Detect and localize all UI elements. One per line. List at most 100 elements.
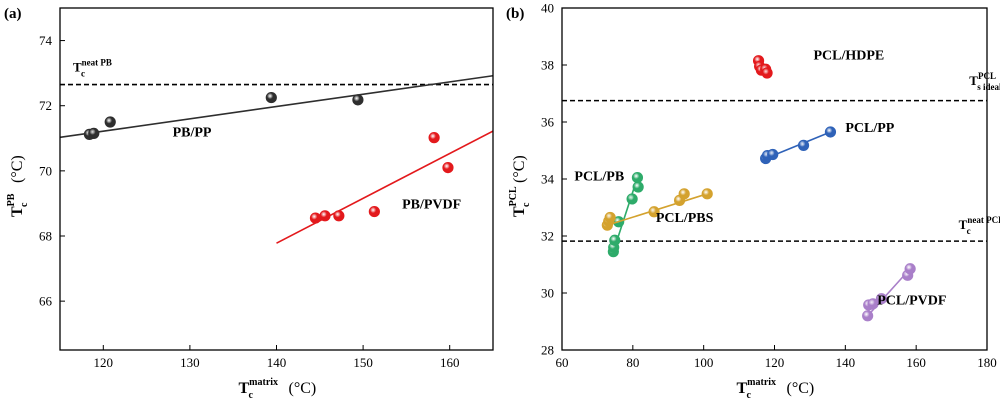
x-tick-label: 150 — [353, 355, 373, 370]
series-pcl-pp — [760, 126, 837, 165]
data-point — [609, 234, 621, 246]
data-point — [309, 212, 322, 224]
data-point — [428, 132, 440, 144]
y-axis-label-group: TPCL c (°C) — [508, 155, 532, 217]
data-point — [88, 127, 100, 139]
data-point — [767, 148, 779, 161]
y-axis-label-sub: c — [19, 202, 30, 207]
series-label: PCL/PVDF — [877, 293, 946, 308]
y-tick-label: 34 — [541, 172, 555, 187]
plot-frame — [59, 7, 494, 351]
data-point — [867, 298, 879, 310]
data-point — [648, 206, 660, 218]
data-point — [678, 188, 690, 200]
data-point — [631, 171, 644, 184]
y-axis-label-group: TPB c (°C) — [6, 155, 30, 217]
y-tick-label: 40 — [541, 1, 554, 16]
x-tick-label: 100 — [694, 355, 714, 370]
reference-line-label-main: T — [73, 60, 82, 75]
reference-line-label-sup: neat PCL — [967, 215, 1000, 225]
x-axis-label-sub: c — [747, 390, 752, 401]
data-point — [604, 211, 616, 224]
data-point — [701, 188, 713, 200]
data-point — [862, 310, 874, 322]
y-axis-label-sub: c — [521, 202, 532, 207]
y-axis-label-unit: (°C) — [9, 155, 26, 187]
y-tick-label: 30 — [541, 286, 554, 301]
series-pcl-pvdf — [862, 263, 916, 322]
series-pcl-hdpe — [752, 55, 773, 79]
x-tick-label: 120 — [94, 355, 114, 370]
data-point — [761, 67, 773, 79]
series-pb-pp — [60, 74, 493, 140]
y-tick-label: 70 — [39, 163, 52, 178]
reference-line-label-sub: s ideal — [977, 82, 1000, 92]
y-tick-label: 28 — [541, 343, 554, 358]
x-tick-label: 140 — [836, 355, 856, 370]
data-point — [368, 205, 380, 218]
data-point — [352, 94, 364, 106]
series-pcl-pb — [607, 171, 644, 258]
series-label: PB/PP — [173, 126, 212, 141]
reference-line-label: TPCL s ideal — [969, 71, 1000, 92]
series-label: PCL/HDPE — [813, 48, 884, 63]
reference-line-label-sup: neat PB — [82, 58, 112, 68]
x-tick-label: 60 — [556, 355, 569, 370]
reference-line-label-sub: c — [967, 226, 971, 236]
y-axis-label-main: T — [9, 206, 26, 217]
x-tick-label: 130 — [180, 355, 200, 370]
panel-letter: (b) — [506, 6, 524, 22]
y-tick-label: 68 — [39, 229, 52, 244]
data-point — [333, 210, 345, 222]
y-axis-label-sup: PB — [6, 193, 17, 206]
series-label: PCL/PP — [845, 121, 894, 136]
x-axis-label-sub: c — [249, 390, 254, 401]
y-axis-label-main: T — [511, 206, 528, 217]
data-point — [104, 116, 116, 128]
x-tick-label: 160 — [440, 355, 460, 370]
data-point — [265, 91, 277, 104]
y-tick-label: 72 — [39, 98, 52, 113]
data-point — [875, 293, 888, 305]
reference-line-label-sub: c — [81, 69, 85, 79]
x-axis-label-unit: (°C) — [285, 380, 317, 397]
reference-line-label-main: T — [959, 217, 968, 232]
y-tick-label: 74 — [39, 33, 53, 48]
data-point — [904, 263, 916, 275]
x-axis-label-main: T — [737, 380, 748, 397]
data-point — [824, 126, 837, 138]
y-tick-label: 32 — [541, 229, 554, 244]
data-point — [319, 210, 331, 222]
series-pb-pvdf — [276, 130, 493, 244]
panel-letter: (a) — [4, 6, 22, 22]
series-label: PCL/PBS — [656, 211, 714, 226]
y-axis-label: TPB c (°C) — [6, 155, 30, 217]
reference-line-label: Tneat PB c — [73, 58, 112, 79]
x-axis-label-sup: matrix — [249, 377, 278, 388]
reference-line-label-main: T — [969, 73, 978, 88]
x-tick-label: 80 — [626, 355, 639, 370]
x-axis-label: Tmatrix c (°C) — [737, 377, 815, 401]
data-point — [442, 162, 454, 174]
chart-panel-b: (b)60 80 100 120 140 160 18028303234363840TPCL… — [506, 1, 1000, 402]
x-tick-label: 120 — [765, 355, 785, 370]
plot-frame — [561, 7, 988, 351]
x-tick-label: 180 — [977, 355, 997, 370]
data-point — [632, 181, 644, 193]
x-axis-label: Tmatrix c (°C) — [239, 377, 317, 401]
fit-line — [60, 74, 493, 139]
series-label: PCL/PB — [574, 169, 624, 184]
x-axis-label-unit: (°C) — [783, 380, 815, 397]
y-axis-label-unit: (°C) — [511, 155, 528, 187]
series-label: PB/PVDF — [402, 197, 461, 212]
fit-line — [276, 130, 493, 244]
y-tick-label: 36 — [541, 115, 555, 130]
x-tick-label: 160 — [906, 355, 926, 370]
y-axis-label-sup: PCL — [508, 186, 519, 206]
y-tick-label: 66 — [39, 294, 53, 309]
data-point — [797, 139, 810, 151]
y-axis-label: TPCL c (°C) — [508, 155, 532, 217]
